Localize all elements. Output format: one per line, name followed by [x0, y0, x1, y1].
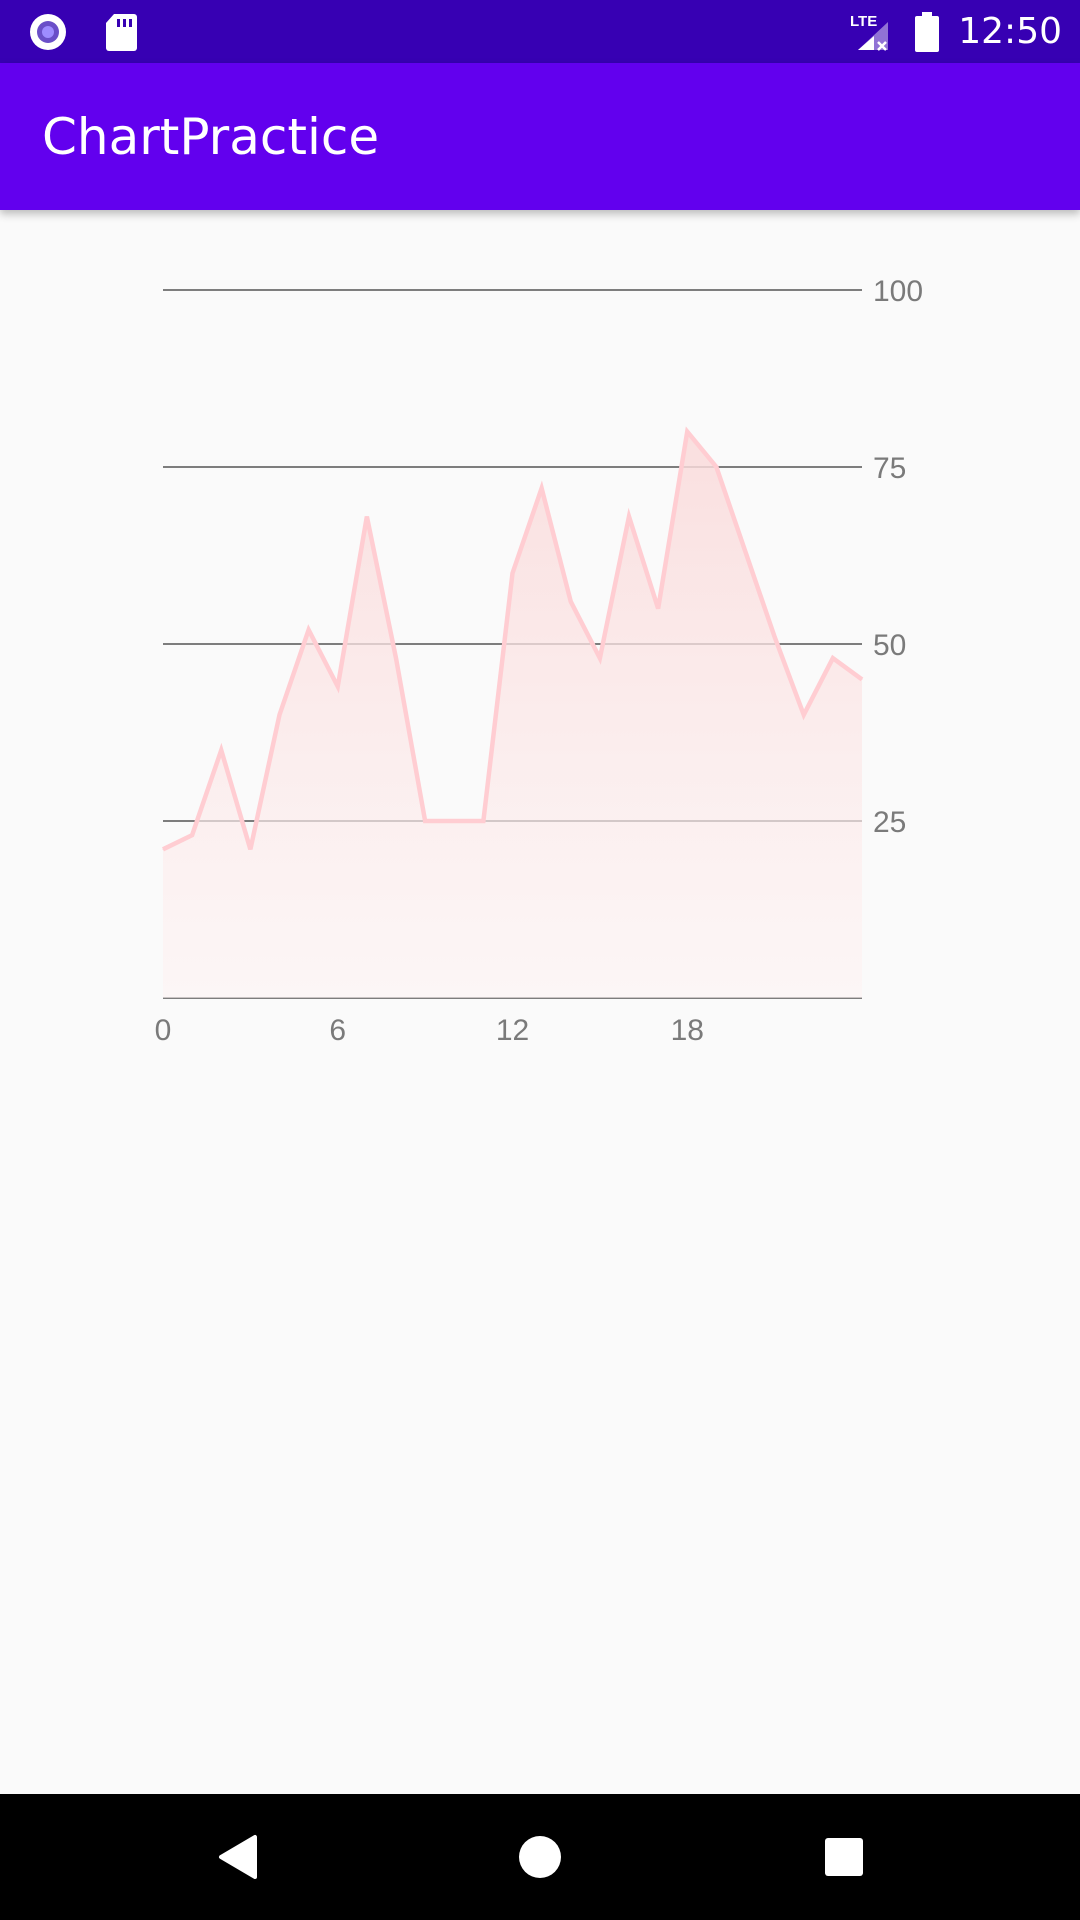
- recents-button[interactable]: [811, 1824, 877, 1890]
- x-tick-label: 12: [496, 1014, 529, 1047]
- data-point: [570, 601, 572, 603]
- back-icon: [219, 1835, 257, 1879]
- data-point: [541, 487, 543, 489]
- y-axis-ticks: 25 50 75 100: [873, 275, 923, 839]
- data-point: [512, 572, 513, 574]
- y-tick-label: 50: [873, 629, 906, 662]
- chart-area: 25 50 75 100 0 6 12 18: [0, 210, 1080, 1790]
- y-tick-label: 75: [873, 452, 906, 485]
- sd-card-icon: [106, 14, 137, 51]
- area-chart: 25 50 75 100 0 6 12 18: [155, 275, 923, 1047]
- data-point: [453, 820, 455, 822]
- battery-icon: [915, 12, 940, 52]
- y-tick-label: 100: [873, 275, 923, 308]
- navigation-bar: [0, 1794, 1080, 1920]
- lte-signal-icon: LTE: [850, 13, 889, 51]
- data-point: [337, 685, 339, 687]
- data-point: [861, 678, 863, 680]
- data-point: [832, 657, 834, 659]
- data-point: [803, 714, 805, 716]
- series-line-layer: [162, 426, 864, 852]
- data-point: [628, 516, 630, 518]
- series-area-fill: [163, 431, 862, 999]
- app-bar: ChartPractice: [0, 63, 1080, 210]
- app-notification-icon: [30, 14, 66, 50]
- app-title: ChartPractice: [42, 108, 380, 166]
- data-point: [279, 714, 280, 716]
- data-point: [220, 749, 222, 751]
- home-icon: [519, 1836, 561, 1878]
- lte-label: LTE: [850, 13, 877, 30]
- notification-icons: [28, 12, 138, 52]
- recents-icon: [825, 1838, 863, 1876]
- data-point: [424, 820, 426, 822]
- data-point: [599, 657, 601, 659]
- back-button[interactable]: [204, 1824, 270, 1890]
- data-point: [745, 551, 746, 553]
- data-point: [482, 820, 484, 822]
- data-point: [715, 466, 717, 468]
- x-tick-label: 18: [671, 1014, 704, 1047]
- home-button[interactable]: [507, 1824, 573, 1890]
- x-tick-label: 6: [329, 1014, 346, 1047]
- data-point: [308, 629, 310, 631]
- data-point: [657, 608, 659, 610]
- series-area: [163, 431, 862, 999]
- data-point: [191, 834, 193, 836]
- data-point: [686, 431, 688, 433]
- data-point: [395, 657, 397, 659]
- y-tick-label: 25: [873, 806, 906, 839]
- status-time: 12:50: [958, 11, 1062, 52]
- system-icons: LTE 12:50: [848, 8, 1062, 56]
- data-point: [249, 848, 251, 850]
- x-tick-label: 0: [155, 1014, 172, 1047]
- data-point: [162, 848, 164, 850]
- status-bar: LTE 12:50: [0, 0, 1080, 63]
- x-axis-ticks: 0 6 12 18: [155, 1014, 704, 1047]
- data-point: [366, 516, 368, 518]
- data-point: [774, 636, 776, 638]
